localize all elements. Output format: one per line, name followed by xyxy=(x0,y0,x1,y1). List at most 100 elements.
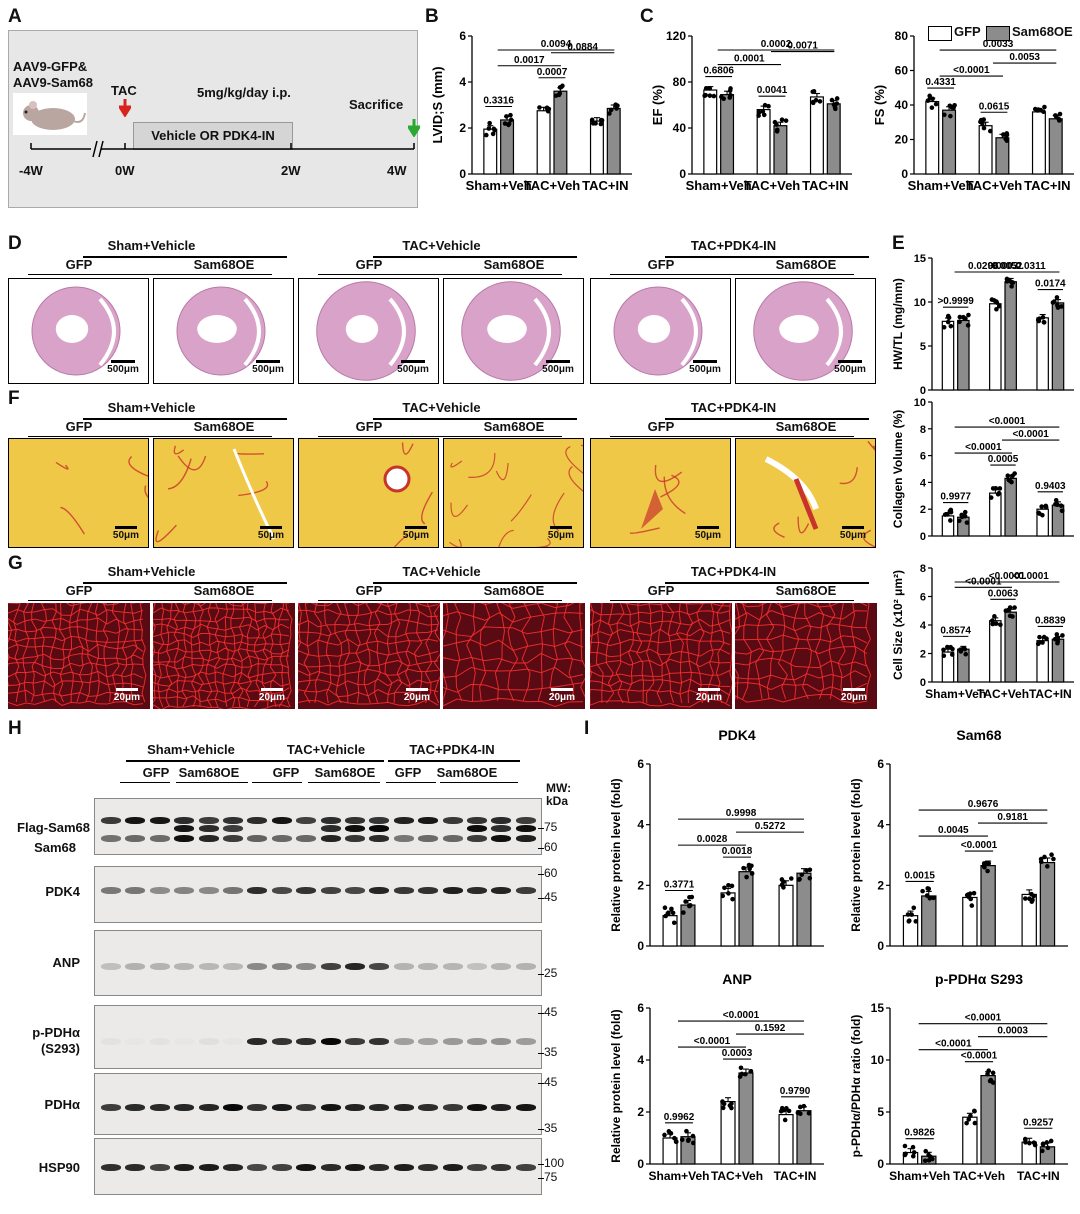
category-label: TAC+Veh xyxy=(744,178,801,193)
bar-sam68 xyxy=(500,119,515,175)
blot-band xyxy=(198,817,219,824)
data-point xyxy=(806,1110,812,1116)
blot-band xyxy=(369,1164,390,1171)
data-point xyxy=(669,906,674,912)
sirius-red-image xyxy=(153,438,294,548)
panel-label-b: B xyxy=(425,6,439,27)
data-point xyxy=(942,112,947,118)
data-point xyxy=(608,107,614,113)
data-point xyxy=(994,306,999,312)
data-point xyxy=(911,1150,917,1155)
y-tick-label: 2 xyxy=(877,878,884,892)
y-tick-label: 6 xyxy=(637,757,644,771)
chart-title: Sam68 xyxy=(956,727,1001,743)
bar-sam68 xyxy=(720,94,735,175)
y-tick-label: 10 xyxy=(914,297,926,309)
data-point xyxy=(1044,1140,1050,1145)
data-point xyxy=(491,126,497,132)
mw-tick xyxy=(538,1083,544,1084)
sacrifice-label: Sacrifice xyxy=(349,97,404,112)
y-tick-label: 4 xyxy=(920,620,927,632)
blot-band xyxy=(515,963,536,970)
blot-band xyxy=(198,1038,219,1045)
data-point xyxy=(779,117,785,123)
data-point xyxy=(956,518,962,524)
data-point xyxy=(972,1108,977,1114)
p-value-label: 0.6806 xyxy=(703,66,734,77)
data-point xyxy=(557,91,563,96)
blot-band xyxy=(442,817,463,824)
bar-gfp xyxy=(925,100,940,175)
data-point xyxy=(929,105,935,110)
heart-section xyxy=(753,281,853,381)
data-point xyxy=(909,912,914,917)
data-point xyxy=(744,874,749,880)
data-point xyxy=(746,862,752,868)
y-tick-label: 2 xyxy=(459,121,466,135)
bar-sam68 xyxy=(553,90,568,175)
data-point xyxy=(988,1077,994,1083)
data-point xyxy=(958,647,963,652)
data-point xyxy=(729,883,735,889)
category-label: TAC+Veh xyxy=(711,1169,763,1183)
p-value-label: <0.0001 xyxy=(953,65,990,76)
bar-sam68 xyxy=(942,109,957,175)
data-point xyxy=(593,121,598,126)
blot-band xyxy=(296,1164,317,1171)
sam68-label-f: Sam68OE xyxy=(193,419,255,434)
scale-bar: 500μm xyxy=(684,360,726,375)
p-value-label: 0.8574 xyxy=(940,625,971,636)
wb-label-ppdh: p-PDHα xyxy=(32,1025,80,1040)
blot-band xyxy=(296,835,317,842)
wga-image xyxy=(443,603,585,709)
data-point xyxy=(788,876,794,881)
data-point xyxy=(930,96,935,102)
data-point xyxy=(1042,854,1047,860)
data-point xyxy=(730,896,735,902)
data-point xyxy=(941,653,947,659)
y-axis-label: LVID;S (mm) xyxy=(430,66,445,143)
blot-band xyxy=(223,963,243,970)
chart-title: p-PDHα S293 xyxy=(935,971,1023,987)
mw-marker: 45 xyxy=(544,1075,558,1089)
treatment-box: Vehicle OR PDK4-IN xyxy=(133,122,293,150)
legend-sam68-label: Sam68OE xyxy=(1012,24,1073,39)
wb-gfp-2: GFP xyxy=(272,765,300,780)
data-point xyxy=(795,1110,801,1116)
blot-band xyxy=(515,1038,536,1045)
data-point xyxy=(782,1117,788,1123)
blot-band xyxy=(515,1164,536,1171)
data-point xyxy=(797,1104,803,1110)
bar-sam68 xyxy=(1051,638,1065,683)
bar-gfp xyxy=(703,89,718,175)
y-tick-label: 6 xyxy=(637,1001,644,1015)
p-value-label: 0.0015 xyxy=(904,870,935,881)
category-label: TAC+IN xyxy=(774,1169,817,1183)
schematic-box: AAV9-GFP& AAV9-Sam68 TAC 5mg/kg/day i.p.… xyxy=(8,30,420,208)
scale-bar: 50μm xyxy=(253,526,289,541)
data-point xyxy=(1051,856,1056,862)
p-value-label: 0.0041 xyxy=(757,85,788,96)
data-point xyxy=(544,105,550,111)
blot-band xyxy=(174,817,195,824)
y-tick-label: 2 xyxy=(637,878,644,892)
scale-bar: 50μm xyxy=(543,526,579,541)
data-point xyxy=(1037,511,1042,516)
data-point xyxy=(670,910,676,916)
wb-label-s293: (S293) xyxy=(40,1041,80,1056)
data-point xyxy=(972,1120,978,1126)
wb-label-sam68: Sam68 xyxy=(34,840,76,855)
y-tick-label: 6 xyxy=(920,451,926,463)
blot-band xyxy=(247,835,268,842)
mw-marker: 45 xyxy=(544,890,558,904)
blot-band xyxy=(198,887,219,894)
category-label: Sham+Veh xyxy=(466,178,532,193)
data-point xyxy=(942,512,948,517)
data-point xyxy=(997,486,1003,491)
subgroup-underline xyxy=(610,600,854,602)
blot-band xyxy=(345,1104,365,1111)
blot-band xyxy=(418,1164,439,1171)
blot-band xyxy=(320,835,341,842)
blot-band xyxy=(345,1038,365,1045)
p-value-label: >0.9999 xyxy=(937,296,974,307)
